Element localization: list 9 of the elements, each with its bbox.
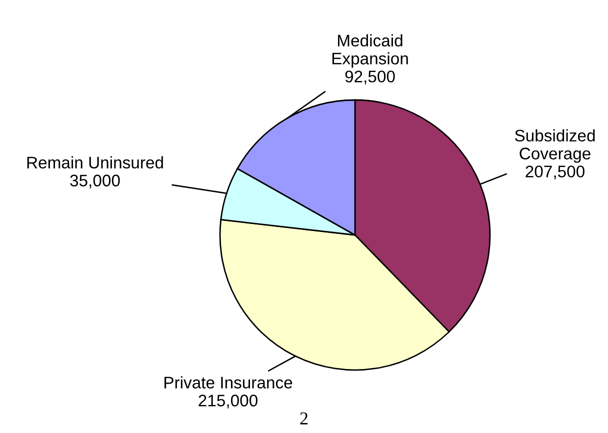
data-label: 215,000: [198, 394, 258, 408]
data-label: 35,000: [70, 174, 120, 188]
text: 2: [300, 412, 308, 424]
slice-label: Subsidized Coverage: [514, 129, 595, 163]
slice-label: Medicaid Expansion: [332, 34, 408, 68]
slice-label: Remain Uninsured: [27, 156, 163, 168]
slice-label: Private Insurance: [164, 376, 292, 388]
data-label: 207,500: [526, 166, 584, 180]
data-label: 92,500: [345, 70, 395, 84]
